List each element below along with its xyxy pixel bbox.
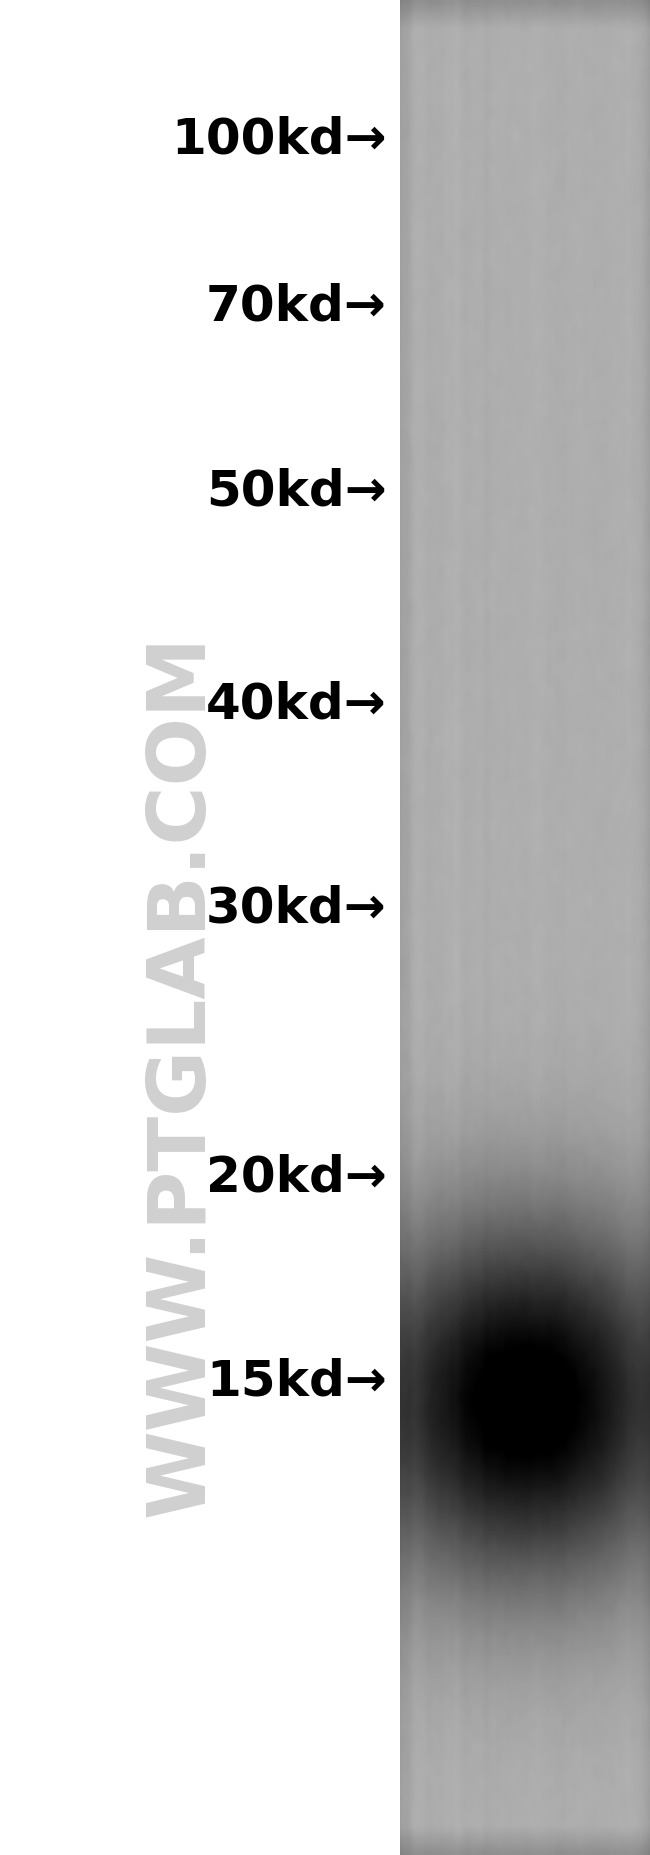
Text: WWW.PTGLAB.COM: WWW.PTGLAB.COM bbox=[143, 634, 221, 1517]
Text: 70kd→: 70kd→ bbox=[206, 282, 387, 330]
Text: 50kd→: 50kd→ bbox=[206, 467, 387, 516]
Text: 40kd→: 40kd→ bbox=[206, 681, 387, 729]
Text: 100kd→: 100kd→ bbox=[171, 115, 387, 163]
Text: 30kd→: 30kd→ bbox=[206, 885, 387, 933]
Text: 15kd→: 15kd→ bbox=[206, 1358, 387, 1406]
Text: 20kd→: 20kd→ bbox=[206, 1154, 387, 1202]
